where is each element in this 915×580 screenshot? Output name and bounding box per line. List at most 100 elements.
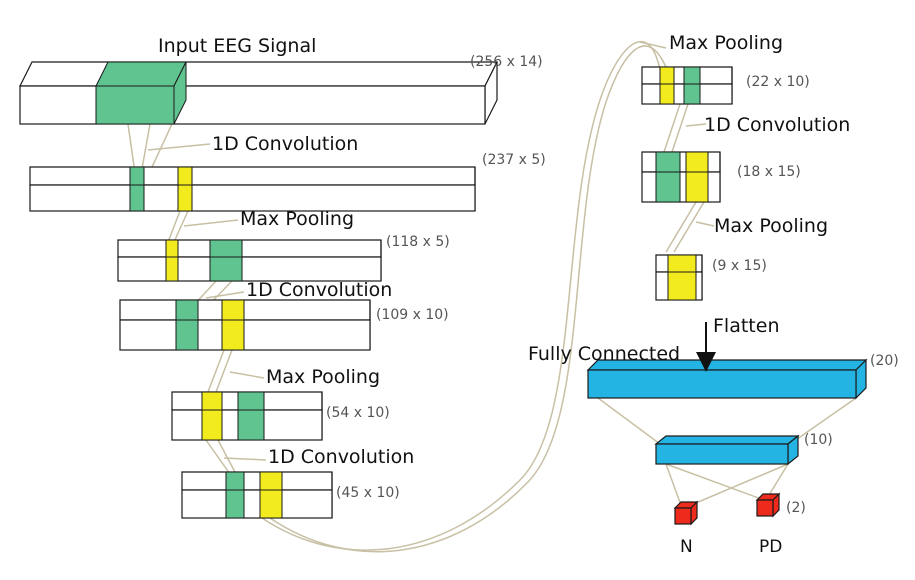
stage-dim-label: (109 x 10) xyxy=(376,307,449,323)
feature-map-block-top xyxy=(119,299,371,321)
connector-line xyxy=(223,457,267,461)
connector-line xyxy=(167,210,181,243)
long-connector-curve xyxy=(269,45,669,553)
connector-line xyxy=(673,201,705,253)
dense-layer-20 xyxy=(586,358,868,400)
dense-dim-label: (10) xyxy=(804,432,833,448)
feature-map-block xyxy=(119,299,371,351)
slab-front xyxy=(237,409,265,441)
conv-kernel-slab xyxy=(225,471,245,519)
output-node-pd-front xyxy=(756,499,774,517)
stage-dim-label: (237 x 5) xyxy=(482,152,546,168)
feature-map-block-top xyxy=(181,471,333,491)
slab-top xyxy=(237,391,265,411)
slab-top xyxy=(175,299,199,321)
stage-dim-label: (54 x 10) xyxy=(326,405,390,421)
pool-window-slab xyxy=(165,239,179,282)
connector-line xyxy=(671,103,689,153)
slab-front xyxy=(95,85,175,125)
connector-line xyxy=(205,291,245,299)
connector-line xyxy=(685,123,707,127)
feature-map-block-front xyxy=(181,489,333,519)
feature-map-block xyxy=(655,254,703,301)
output-class-label: PD xyxy=(759,537,782,557)
slab-top xyxy=(225,471,245,491)
feature-map-block-front xyxy=(29,184,476,212)
conv-kernel-slab xyxy=(683,66,701,105)
dense-layer-20-front xyxy=(587,369,857,399)
slab-front xyxy=(685,171,709,203)
dense-dim-label: (20) xyxy=(870,353,899,369)
conv-kernel-slab xyxy=(655,151,681,203)
conv-kernel-slab xyxy=(95,61,187,125)
slab-top xyxy=(129,166,145,186)
stage-op-label: Max Pooling xyxy=(266,366,380,388)
slab-top xyxy=(655,151,681,173)
pool-window-slab xyxy=(177,166,193,212)
connector-line xyxy=(789,397,857,445)
connector-line xyxy=(695,221,715,227)
slab-front xyxy=(129,184,145,212)
feature-map-block-top xyxy=(19,61,498,87)
feature-map-block xyxy=(641,151,721,203)
connector-line xyxy=(639,41,667,49)
stage-op-label: Max Pooling xyxy=(240,208,354,230)
slab-front xyxy=(683,83,701,105)
pool-window-slab xyxy=(201,391,223,441)
feature-map-block xyxy=(19,61,498,125)
output-dim-label: (2) xyxy=(786,500,806,516)
feature-map-block-front xyxy=(117,256,382,282)
slab-front xyxy=(177,184,193,212)
connector-lines xyxy=(127,40,857,553)
pool-window-slab xyxy=(659,66,675,105)
connector-line xyxy=(229,371,265,379)
dense-layer-10 xyxy=(654,434,800,466)
stage-op-label: 1D Convolution xyxy=(268,446,414,468)
slab-top xyxy=(177,166,193,186)
conv-kernel-slab xyxy=(209,239,243,282)
conv-kernel-slab xyxy=(237,391,265,441)
stage-op-label: 1D Convolution xyxy=(704,114,850,136)
stage-op-label: 1D Convolution xyxy=(212,133,358,155)
slab-top xyxy=(659,66,675,85)
feature-map-block xyxy=(171,391,323,441)
output-class-label: N xyxy=(680,537,693,557)
slab-top xyxy=(683,66,701,85)
feature-map-block xyxy=(641,66,733,105)
connector-line xyxy=(147,143,211,151)
stage-op-label: Max Pooling xyxy=(714,215,828,237)
output-node-n xyxy=(673,500,699,526)
slab-front xyxy=(201,409,223,441)
output-node-n-front xyxy=(674,507,692,525)
pool-window-slab xyxy=(221,299,245,351)
stage-dim-label: (45 x 10) xyxy=(336,485,400,501)
slab-front xyxy=(221,319,245,351)
fully-connected-label: Fully Connected xyxy=(528,343,680,365)
connector-line xyxy=(663,103,681,153)
slab-top xyxy=(667,254,697,273)
feature-map-block-top xyxy=(29,166,476,186)
slab-top xyxy=(221,299,245,321)
slab-front xyxy=(175,319,199,351)
connector-line xyxy=(597,397,661,445)
slab-front xyxy=(667,271,697,301)
stage-dim-label: (118 x 5) xyxy=(386,234,450,250)
connector-line xyxy=(665,463,765,501)
feature-map-block-front xyxy=(119,319,371,351)
pool-window-slab xyxy=(667,254,697,301)
dense-layer-10-front xyxy=(655,443,789,465)
connector-line xyxy=(215,349,233,393)
long-connector-curve xyxy=(261,40,661,551)
flatten-label: Flatten xyxy=(713,315,779,337)
connector-line xyxy=(683,463,789,509)
stage-dim-label: (22 x 10) xyxy=(746,74,810,90)
feature-map-block xyxy=(29,166,476,212)
feature-map-block xyxy=(117,239,382,282)
connector-line xyxy=(205,439,231,475)
dense-layer-10-top xyxy=(654,435,800,445)
slab-front xyxy=(165,256,179,282)
slab-front xyxy=(659,83,675,105)
connector-line xyxy=(183,219,239,227)
slab-top xyxy=(201,391,223,411)
feature-map-blocks xyxy=(19,61,733,519)
